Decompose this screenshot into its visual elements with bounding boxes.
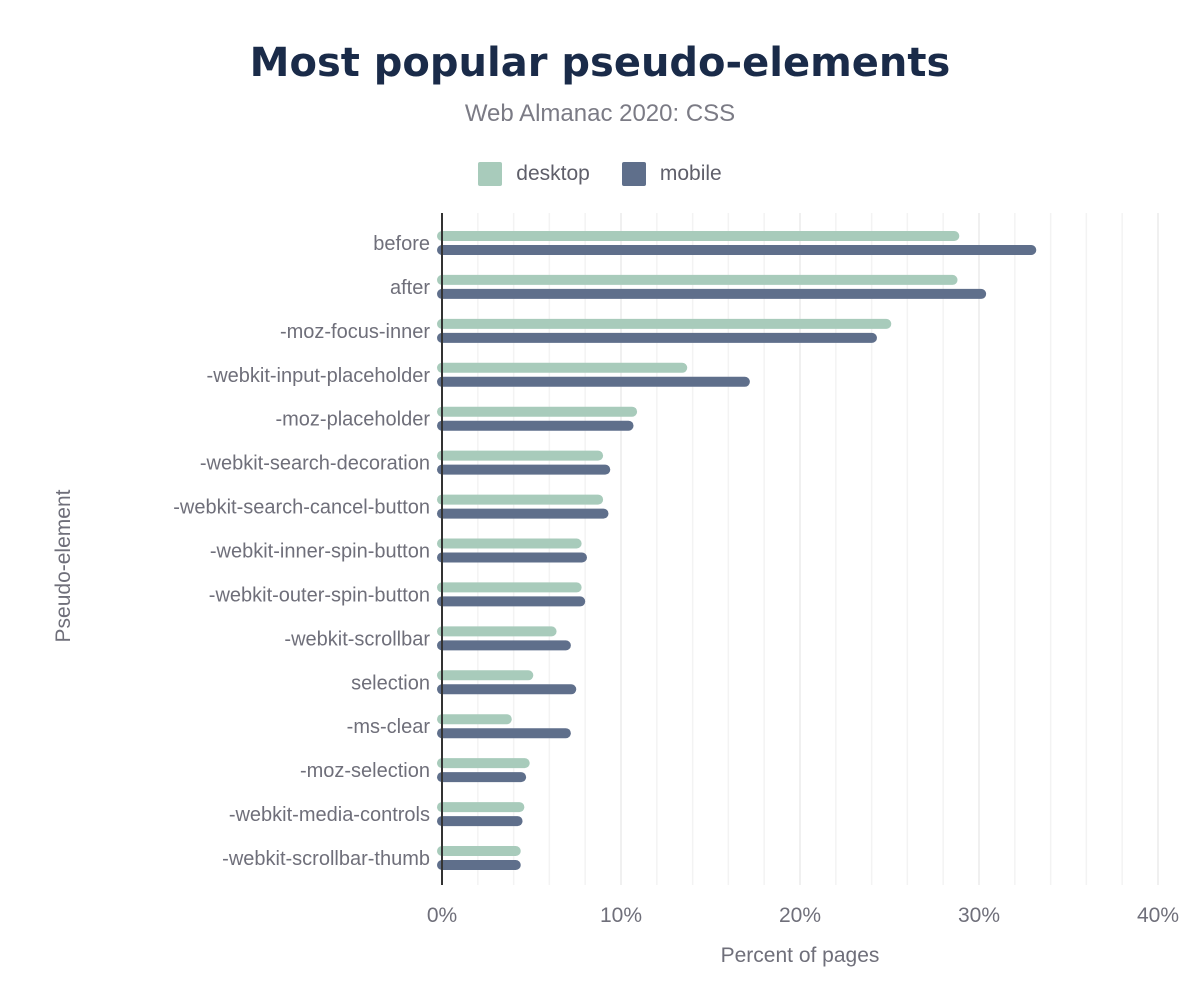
- bar-mobile: [437, 552, 587, 563]
- bar-mobile: [437, 684, 577, 695]
- bar-mobile: [437, 728, 571, 739]
- y-tick-label: -webkit-inner-spin-button: [210, 541, 430, 563]
- legend-item-mobile[interactable]: mobile: [621, 162, 722, 186]
- bar-desktop: [437, 626, 557, 637]
- bar-mobile: [437, 772, 527, 783]
- bar-mobile: [437, 245, 1037, 255]
- bar-mobile: [437, 288, 987, 299]
- bar-mobile: [437, 464, 611, 475]
- y-tick-label: -webkit-scrollbar: [284, 628, 430, 650]
- bar-desktop: [437, 538, 582, 549]
- y-axis-label: Pseudo-element: [52, 489, 75, 642]
- legend: desktop mobile: [0, 162, 1200, 186]
- y-tick-label: -webkit-search-decoration: [200, 453, 430, 475]
- bar-mobile: [437, 332, 877, 343]
- legend-label-desktop: desktop: [516, 162, 590, 185]
- x-tick-label: 30%: [958, 904, 1000, 927]
- chart-subtitle: Web Almanac 2020: CSS: [464, 100, 736, 127]
- y-tick-label: -moz-focus-inner: [280, 321, 430, 343]
- x-tick-label: 10%: [600, 904, 642, 927]
- bar-desktop: [437, 582, 582, 593]
- bar-desktop: [437, 802, 525, 813]
- bar-desktop: [437, 846, 521, 856]
- legend-swatch-desktop: [478, 162, 503, 186]
- bar-mobile: [437, 596, 586, 607]
- legend-label-mobile: mobile: [659, 162, 722, 185]
- bar-desktop: [437, 231, 960, 241]
- y-tick-label: before: [373, 233, 430, 255]
- legend-swatch-mobile: [621, 162, 646, 186]
- bar-desktop: [437, 274, 958, 285]
- bar-mobile: [437, 420, 634, 431]
- y-tick-label: -moz-placeholder: [275, 409, 430, 431]
- bar-desktop: [437, 758, 530, 769]
- bar-desktop: [437, 318, 892, 329]
- bar-mobile: [437, 640, 571, 651]
- y-tick-label: -webkit-media-controls: [229, 804, 430, 826]
- y-tick-label: -ms-clear: [347, 716, 431, 738]
- bar-mobile: [437, 508, 609, 519]
- y-tick-label: selection: [351, 672, 430, 694]
- legend-item-desktop[interactable]: desktop: [478, 162, 590, 186]
- y-tick-label: -webkit-outer-spin-button: [209, 584, 430, 606]
- y-tick-label: -webkit-input-placeholder: [207, 365, 431, 387]
- bar-desktop: [437, 714, 512, 725]
- chart-title: Most popular pseudo-elements: [249, 40, 951, 86]
- bar-mobile: [437, 860, 521, 870]
- y-tick-label: -webkit-search-cancel-button: [173, 497, 430, 519]
- bar-desktop: [437, 362, 688, 373]
- y-tick-label: -moz-selection: [300, 760, 430, 782]
- y-tick-label: -webkit-scrollbar-thumb: [222, 848, 430, 870]
- x-tick-label: 0%: [427, 904, 457, 927]
- bar-mobile: [437, 816, 523, 827]
- bar-desktop: [437, 406, 638, 417]
- y-tick-label: after: [390, 277, 430, 299]
- bar-desktop: [437, 494, 604, 505]
- x-tick-label: 40%: [1137, 904, 1179, 927]
- bar-desktop: [437, 670, 534, 681]
- x-axis-label: Percent of pages: [721, 944, 880, 967]
- bar-desktop: [437, 450, 604, 461]
- x-tick-label: 20%: [779, 904, 821, 927]
- bar-mobile: [437, 376, 750, 387]
